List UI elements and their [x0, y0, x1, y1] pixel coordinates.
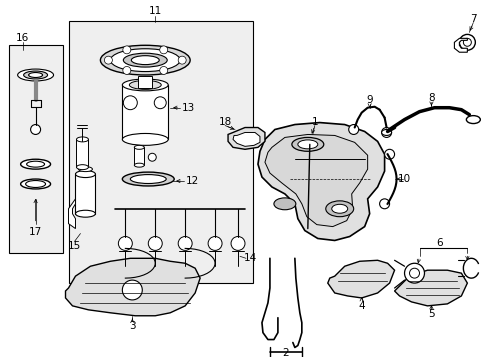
Bar: [122, 85, 168, 139]
Polygon shape: [233, 132, 260, 147]
Bar: [134, 147, 144, 165]
Circle shape: [230, 237, 244, 250]
Text: 3: 3: [129, 321, 135, 331]
Ellipse shape: [131, 56, 159, 64]
Circle shape: [404, 263, 424, 283]
Circle shape: [178, 237, 192, 250]
Text: 12: 12: [185, 176, 198, 186]
Bar: [75, 174, 95, 214]
Ellipse shape: [26, 161, 44, 167]
Ellipse shape: [100, 45, 190, 75]
Polygon shape: [65, 258, 200, 316]
Text: 18: 18: [218, 117, 231, 127]
Circle shape: [118, 237, 132, 250]
Text: 15: 15: [68, 242, 81, 251]
Circle shape: [178, 56, 186, 64]
Circle shape: [160, 67, 167, 75]
Circle shape: [122, 271, 132, 281]
Ellipse shape: [25, 180, 45, 188]
Ellipse shape: [122, 79, 168, 91]
Circle shape: [384, 149, 394, 159]
Circle shape: [122, 67, 131, 75]
Polygon shape: [394, 270, 467, 306]
Bar: [138, 76, 152, 88]
Ellipse shape: [110, 49, 180, 72]
Circle shape: [148, 153, 156, 161]
Ellipse shape: [75, 210, 95, 217]
Circle shape: [463, 39, 470, 46]
Text: 10: 10: [397, 174, 410, 184]
Ellipse shape: [122, 134, 168, 145]
Ellipse shape: [466, 116, 479, 123]
Text: 6: 6: [435, 238, 442, 248]
Ellipse shape: [129, 80, 161, 89]
Polygon shape: [258, 122, 384, 240]
Circle shape: [408, 268, 419, 278]
Ellipse shape: [291, 138, 323, 151]
Text: 5: 5: [427, 309, 434, 319]
Bar: [76, 139, 88, 167]
Text: 13: 13: [181, 103, 194, 113]
Ellipse shape: [122, 172, 174, 186]
Ellipse shape: [381, 130, 391, 135]
Circle shape: [348, 125, 358, 134]
Ellipse shape: [297, 140, 317, 149]
Ellipse shape: [273, 198, 295, 210]
Polygon shape: [327, 260, 394, 298]
Polygon shape: [227, 127, 264, 149]
Polygon shape: [453, 39, 467, 52]
Ellipse shape: [134, 163, 144, 167]
Circle shape: [123, 96, 137, 110]
Ellipse shape: [123, 53, 167, 67]
Text: 1: 1: [311, 117, 318, 127]
Ellipse shape: [76, 137, 88, 142]
Circle shape: [104, 56, 112, 64]
Text: 16: 16: [16, 33, 29, 43]
Circle shape: [122, 46, 131, 54]
Circle shape: [160, 46, 167, 54]
Text: 14: 14: [243, 253, 256, 263]
Ellipse shape: [20, 179, 50, 189]
Text: 17: 17: [29, 226, 42, 237]
Ellipse shape: [29, 72, 42, 77]
Circle shape: [381, 127, 391, 138]
Ellipse shape: [75, 171, 95, 177]
Polygon shape: [68, 199, 75, 229]
Ellipse shape: [78, 167, 92, 172]
Circle shape: [31, 125, 41, 134]
Polygon shape: [264, 134, 367, 226]
Circle shape: [379, 199, 389, 209]
Text: 7: 7: [469, 14, 476, 23]
Bar: [9, 45, 62, 253]
Circle shape: [148, 237, 162, 250]
Ellipse shape: [20, 159, 50, 169]
Text: 2: 2: [282, 348, 288, 359]
Text: 8: 8: [427, 93, 434, 103]
Circle shape: [154, 97, 166, 109]
Ellipse shape: [331, 204, 347, 213]
Ellipse shape: [23, 71, 47, 79]
Ellipse shape: [325, 201, 353, 217]
Ellipse shape: [130, 175, 166, 184]
Text: 4: 4: [358, 301, 364, 311]
Ellipse shape: [18, 69, 53, 81]
Circle shape: [122, 280, 142, 300]
Circle shape: [208, 237, 222, 250]
Ellipse shape: [134, 145, 144, 149]
Ellipse shape: [76, 165, 88, 170]
Bar: [68, 21, 252, 283]
Text: 9: 9: [366, 95, 372, 105]
Circle shape: [458, 35, 474, 50]
Text: 11: 11: [148, 6, 162, 15]
